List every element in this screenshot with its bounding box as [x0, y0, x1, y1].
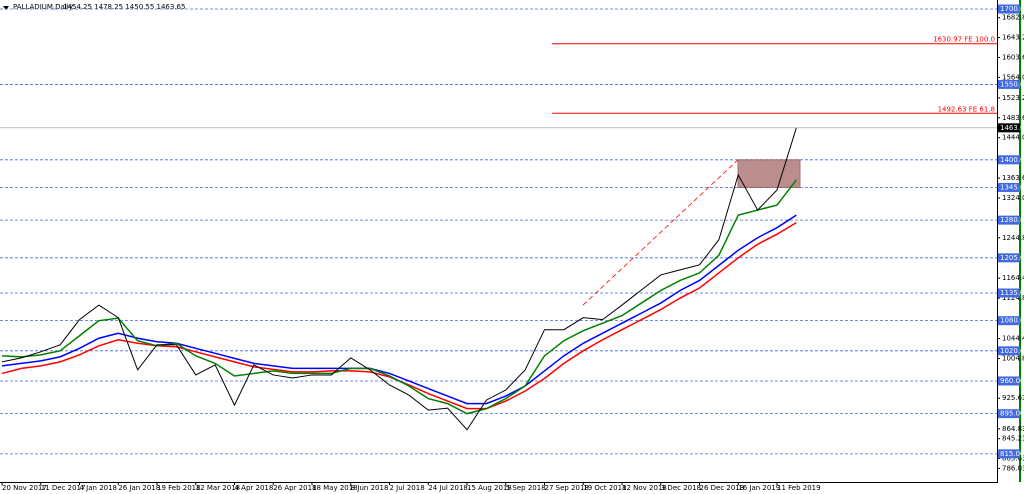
- series-line: [1, 179, 797, 415]
- level-label: 815.00: [1000, 450, 1024, 458]
- x-tick-label: 15 Aug 2018: [467, 484, 512, 492]
- level-label-bg: [998, 253, 1020, 263]
- y-tick-label: 1124.83: [1002, 294, 1024, 302]
- level-label-bg: [998, 79, 1020, 89]
- y-tick-label: 1523.23: [1002, 94, 1024, 102]
- level-label-bg: [998, 376, 1020, 386]
- level-label: 1550.00: [1000, 80, 1024, 88]
- chart-title: PALLADIUM,Daily: [13, 3, 73, 11]
- x-tick-label: 12 Nov 2018: [622, 484, 667, 492]
- last-price-label: 1463.65: [1000, 124, 1024, 132]
- ohlc-text: 1454.25 1478.25 1450.55 1463.65: [63, 3, 185, 11]
- level-label-bg: [998, 346, 1020, 356]
- y-tick-label: 1004.83: [1002, 354, 1024, 362]
- level-label: 960.00: [1000, 377, 1024, 385]
- y-tick-label: 1564.03: [1002, 73, 1024, 81]
- level-label-bg: [998, 288, 1020, 298]
- x-tick-label: 11 Dec 2017: [41, 484, 86, 492]
- last-price-bg: [998, 123, 1020, 133]
- y-tick-label: 805.63: [1002, 455, 1024, 463]
- x-tick-label: 2 Jul 2018: [390, 484, 425, 492]
- y-tick-label: 1244.83: [1002, 234, 1024, 242]
- x-tick-label: 4 Apr 2018: [235, 484, 274, 492]
- x-tick-label: 12 Mar 2018: [196, 484, 240, 492]
- level-label-bg: [998, 155, 1020, 165]
- level-label: 1345.00: [1000, 183, 1024, 191]
- level-label: 1400.00: [1000, 156, 1024, 164]
- x-tick-label: 18 May 2018: [312, 484, 358, 492]
- level-label: 1205.00: [1000, 254, 1024, 262]
- fibo-label: 1630.97 FE 100.0: [933, 36, 995, 44]
- series-line: [1, 127, 797, 431]
- y-tick-label: 925.63: [1002, 394, 1024, 402]
- x-tick-label: 19 Oct 2018: [583, 484, 626, 492]
- menu-arrow: [3, 6, 9, 10]
- level-label-bg: [998, 449, 1020, 459]
- level-label: 1700.00: [1000, 5, 1024, 13]
- x-tick-label: 19 Feb 2018: [157, 484, 201, 492]
- x-tick-label: 8 Jun 2018: [351, 484, 389, 492]
- x-tick-label: 5 Sep 2018: [506, 484, 546, 492]
- x-tick-label: 27 Sep 2018: [545, 484, 589, 492]
- x-tick-label: 3 Dec 2018: [661, 484, 701, 492]
- y-tick-label: 1603.63: [1002, 53, 1024, 61]
- x-tick-label: 11 Feb 2019: [777, 484, 821, 492]
- fibo-label: 1492.63 FE 61.8: [938, 105, 995, 113]
- level-label-bg: [998, 182, 1020, 192]
- x-tick-label: 24 Jul 2018: [428, 484, 468, 492]
- x-tick-label: 20 Nov 2017: [2, 484, 47, 492]
- y-tick-label: 1444.03: [1002, 134, 1024, 142]
- level-label: 1280.00: [1000, 216, 1024, 224]
- y-tick-label: 1324.03: [1002, 194, 1024, 202]
- x-tick-label: 26 Jan 2018: [118, 484, 160, 492]
- zone: [737, 159, 801, 188]
- x-tick-label: 4 Jan 2018: [80, 484, 118, 492]
- y-tick-label: 1682.83: [1002, 14, 1024, 22]
- y-tick-label: 864.83: [1002, 425, 1024, 433]
- level-label: 1135.00: [1000, 289, 1024, 297]
- level-label: 1080.00: [1000, 317, 1024, 325]
- y-tick-label: 1164.43: [1002, 274, 1024, 282]
- x-tick-label: 26 Apr 2018: [273, 484, 316, 492]
- y-tick-label: 786.03: [1002, 464, 1024, 472]
- x-tick-label: 26 Dec 2018: [700, 484, 745, 492]
- level-label-bg: [998, 4, 1020, 14]
- level-label-bg: [998, 316, 1020, 326]
- y-tick-label: 1643.23: [1002, 34, 1024, 42]
- level-label-bg: [998, 215, 1020, 225]
- y-tick-label: 845.23: [1002, 435, 1024, 443]
- level-label: 1020.00: [1000, 347, 1024, 355]
- trendline: [582, 159, 739, 306]
- x-tick-label: 16 Jan 2019: [738, 484, 780, 492]
- level-label-bg: [998, 409, 1020, 419]
- level-label: 895.00: [1000, 410, 1024, 418]
- y-tick-label: 1363.63: [1002, 174, 1024, 182]
- y-tick-label: 1044.43: [1002, 335, 1024, 343]
- y-tick-label: 1483.63: [1002, 114, 1024, 122]
